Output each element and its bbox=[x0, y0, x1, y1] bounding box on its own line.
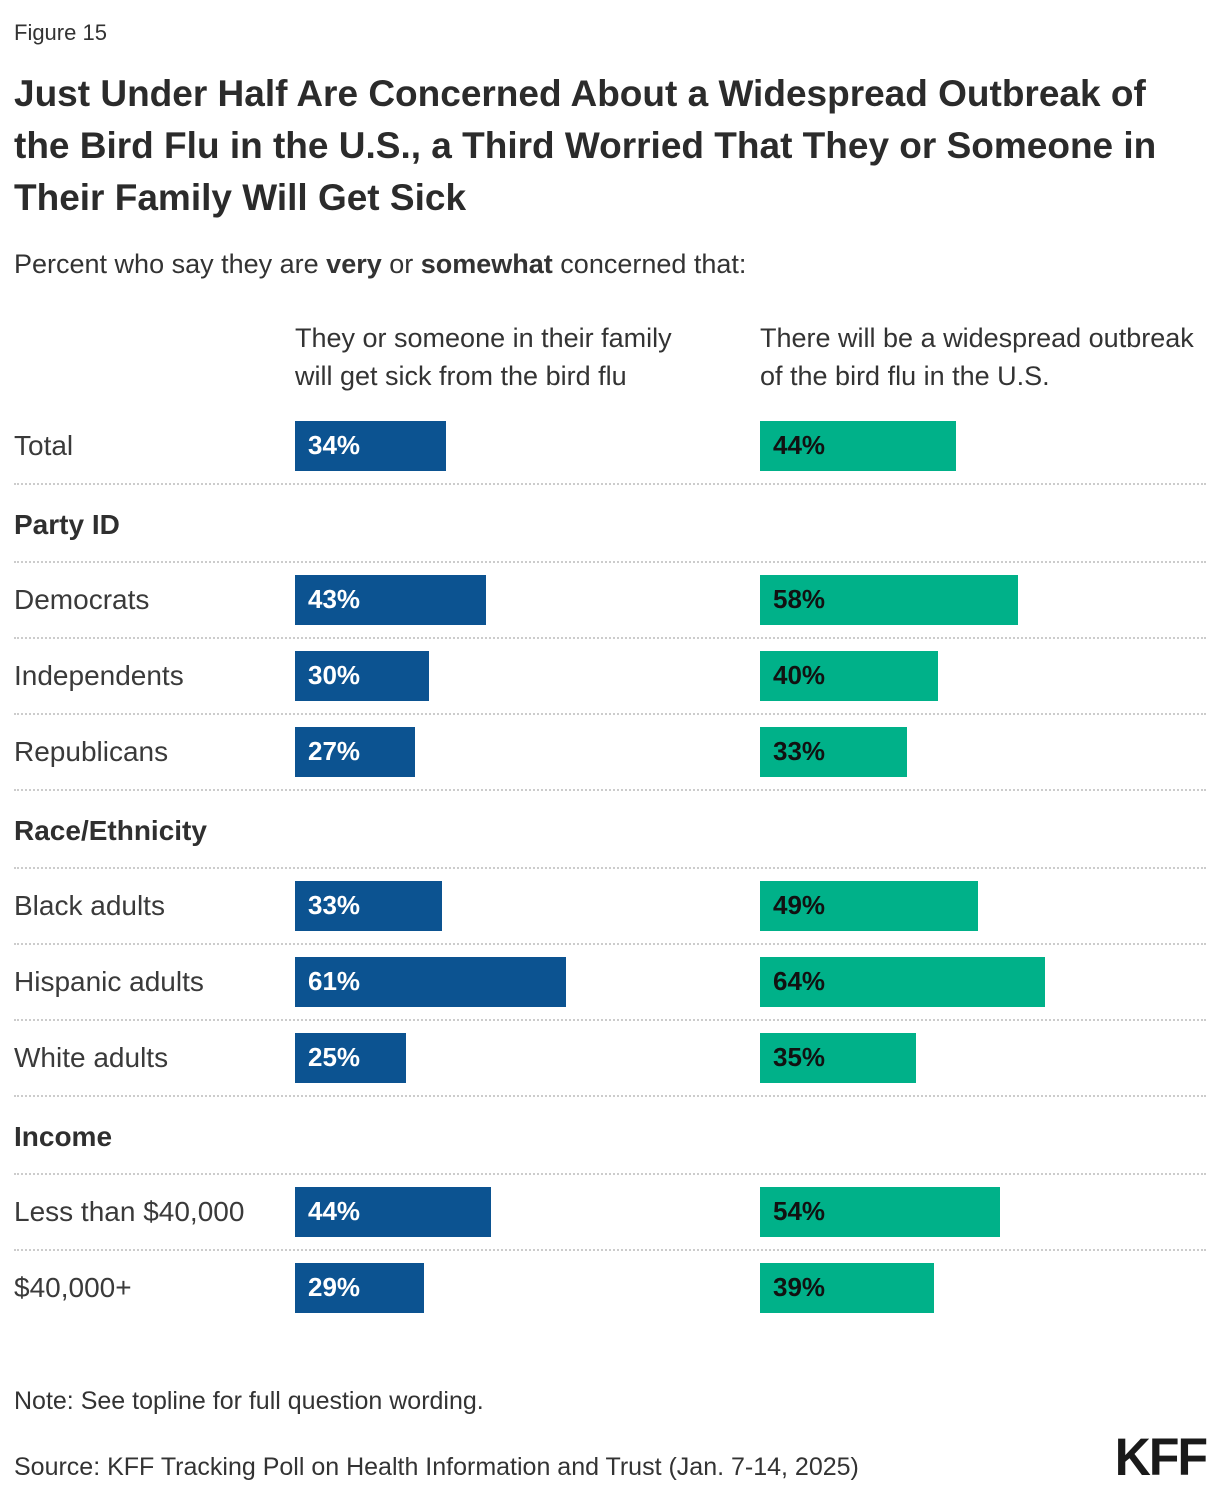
bar-outbreak: 39% bbox=[760, 1262, 934, 1313]
series-1-cell: 33% bbox=[295, 880, 760, 931]
bar-family-sick: 29% bbox=[295, 1262, 424, 1313]
chart-row: Hispanic adults 61% 64% bbox=[14, 945, 1206, 1021]
series-1-cell: 25% bbox=[295, 1032, 760, 1083]
chart-row: Democrats 43% 58% bbox=[14, 563, 1206, 639]
series-1-cell: 43% bbox=[295, 574, 760, 625]
series-1-cell: 34% bbox=[295, 420, 760, 471]
bar-family-sick: 30% bbox=[295, 650, 429, 701]
bar-outbreak: 40% bbox=[760, 650, 938, 701]
series-1-cell: 27% bbox=[295, 726, 760, 777]
series-2-cell: 33% bbox=[760, 726, 1206, 777]
row-label: Total bbox=[14, 429, 74, 461]
bar-family-sick: 27% bbox=[295, 726, 415, 777]
chart-subtitle: Percent who say they are very or somewha… bbox=[14, 249, 1206, 280]
chart-row: Republicans 27% 33% bbox=[14, 715, 1206, 791]
row-label: Republicans bbox=[14, 735, 169, 767]
bar-outbreak: 64% bbox=[760, 956, 1045, 1007]
series-1-cell: 30% bbox=[295, 650, 760, 701]
row-label: $40,000+ bbox=[14, 1271, 132, 1303]
kff-logo: KFF bbox=[1114, 1427, 1208, 1487]
subtitle-prefix: Percent who say they are bbox=[14, 249, 327, 280]
series-2-cell: 64% bbox=[760, 956, 1206, 1007]
chart-row: White adults 25% 35% bbox=[14, 1021, 1206, 1097]
bar-family-sick: 43% bbox=[295, 574, 486, 625]
subtitle-bold-somewhat: somewhat bbox=[420, 249, 553, 280]
series-2-cell: 39% bbox=[760, 1262, 1206, 1313]
column-header-spacer bbox=[14, 320, 295, 395]
series-2-header: There will be a widespread outbreak of t… bbox=[760, 323, 1194, 391]
bar-outbreak: 44% bbox=[760, 420, 956, 471]
row-label: Less than $40,000 bbox=[14, 1195, 245, 1227]
chart-rows: Total 34% 44% Party ID Democrats 43% 58%… bbox=[14, 409, 1206, 1325]
series-2-cell: 54% bbox=[760, 1186, 1206, 1237]
bar-outbreak: 35% bbox=[760, 1032, 916, 1083]
bar-family-sick: 25% bbox=[295, 1032, 406, 1083]
series-column-headers: They or someone in their family will get… bbox=[14, 320, 1206, 395]
figure-number: Figure 15 bbox=[14, 20, 107, 45]
bar-family-sick: 61% bbox=[295, 956, 566, 1007]
bar-outbreak: 33% bbox=[760, 726, 907, 777]
subtitle-bold-very: very bbox=[326, 249, 382, 280]
chart-row: Independents 30% 40% bbox=[14, 639, 1206, 715]
row-label: White adults bbox=[14, 1041, 169, 1073]
row-label: Hispanic adults bbox=[14, 965, 204, 997]
source-row: Source: KFF Tracking Poll on Health Info… bbox=[14, 1427, 1208, 1487]
bar-outbreak: 58% bbox=[760, 574, 1018, 625]
footnote: Note: See topline for full question word… bbox=[14, 1386, 484, 1415]
series-1-cell: 29% bbox=[295, 1262, 760, 1313]
chart-row: Black adults 33% 49% bbox=[14, 869, 1206, 945]
series-2-cell: 58% bbox=[760, 574, 1206, 625]
series-2-cell: 49% bbox=[760, 880, 1206, 931]
series-2-cell: 35% bbox=[760, 1032, 1206, 1083]
chart-row: $40,000+ 29% 39% bbox=[14, 1251, 1206, 1325]
figure-footer: Note: See topline for full question word… bbox=[14, 1386, 1208, 1487]
section-row: Income bbox=[14, 1097, 1206, 1175]
row-label: Democrats bbox=[14, 583, 150, 615]
chart-title: Just Under Half Are Concerned About a Wi… bbox=[14, 73, 1157, 218]
row-label: Independents bbox=[14, 659, 184, 691]
bar-family-sick: 34% bbox=[295, 420, 446, 471]
subtitle-suffix: concerned that: bbox=[552, 249, 747, 280]
row-label: Black adults bbox=[14, 889, 165, 921]
series-1-header: They or someone in their family will get… bbox=[295, 323, 672, 391]
chart-row: Total 34% 44% bbox=[14, 409, 1206, 485]
section-label: Party ID bbox=[14, 508, 120, 540]
section-label: Race/Ethnicity bbox=[14, 814, 207, 846]
series-1-cell: 44% bbox=[295, 1186, 760, 1237]
chart-row: Less than $40,000 44% 54% bbox=[14, 1175, 1206, 1251]
bar-family-sick: 33% bbox=[295, 880, 442, 931]
series-1-cell: 61% bbox=[295, 956, 760, 1007]
section-row: Party ID bbox=[14, 485, 1206, 563]
bar-outbreak: 49% bbox=[760, 880, 978, 931]
section-row: Race/Ethnicity bbox=[14, 791, 1206, 869]
source-text: Source: KFF Tracking Poll on Health Info… bbox=[14, 1452, 859, 1481]
bar-outbreak: 54% bbox=[760, 1186, 1000, 1237]
section-label: Income bbox=[14, 1120, 113, 1152]
series-2-cell: 40% bbox=[760, 650, 1206, 701]
series-2-cell: 44% bbox=[760, 420, 1206, 471]
bar-family-sick: 44% bbox=[295, 1186, 491, 1237]
subtitle-middle: or bbox=[381, 249, 421, 280]
